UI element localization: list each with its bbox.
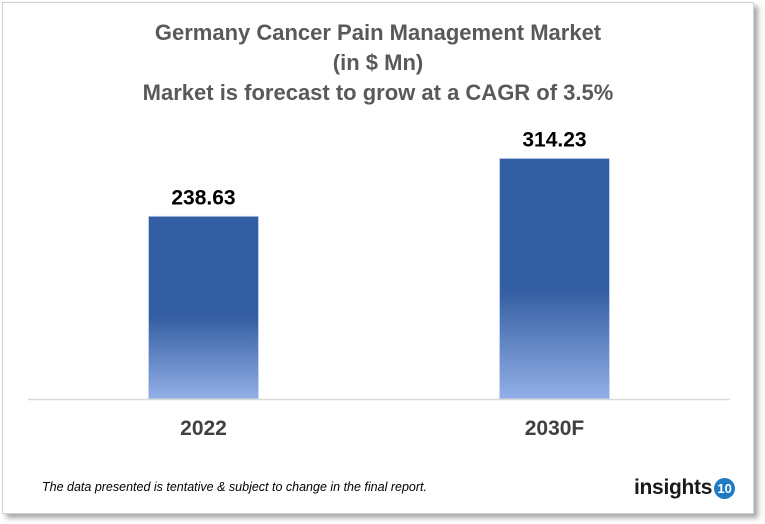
logo-badge: 10: [714, 477, 736, 499]
insights10-logo: insights 10: [634, 476, 736, 500]
logo-text: insights: [634, 476, 713, 499]
chart-cagr-subtitle: Market is forecast to grow at a CAGR of …: [142, 80, 614, 105]
x-tick-label-2022: 2022: [180, 417, 227, 440]
bar-2022: [148, 215, 259, 400]
bar-2030F: [499, 157, 610, 400]
disclaimer-note: The data presented is tentative & subjec…: [42, 480, 427, 494]
data-label-2030F: 314.23: [522, 128, 586, 151]
data-label-2022: 238.63: [171, 186, 235, 209]
x-tick-label-2030F: 2030F: [525, 417, 585, 440]
chart-subtitle: (in $ Mn): [332, 50, 424, 75]
chart-frame: [2, 2, 754, 514]
chart-title: Germany Cancer Pain Management Market: [154, 20, 602, 45]
